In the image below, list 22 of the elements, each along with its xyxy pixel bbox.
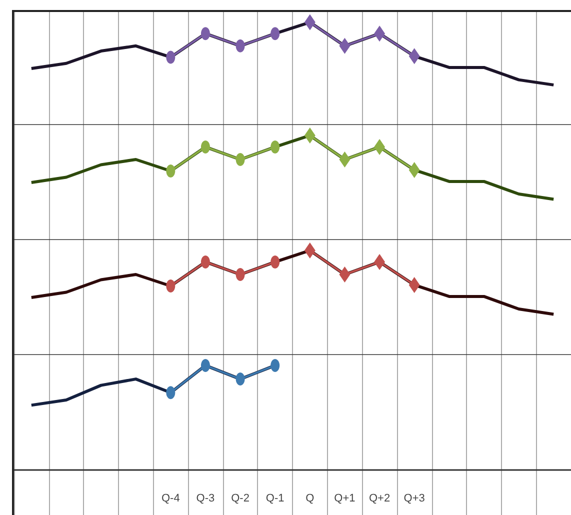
- point: [236, 39, 245, 52]
- x-tick-label: Q-2: [231, 492, 250, 504]
- x-tick-label: Q-1: [266, 492, 284, 504]
- point: [166, 164, 176, 178]
- x-tick-label: Q+1: [334, 492, 356, 504]
- x-tick-label: Q-4: [161, 492, 180, 504]
- point: [200, 140, 210, 154]
- point: [200, 27, 210, 40]
- point: [166, 280, 176, 292]
- point: [166, 50, 176, 64]
- x-tick-label: Q: [306, 492, 315, 504]
- point: [236, 268, 245, 281]
- point: [339, 152, 350, 168]
- point: [270, 27, 280, 40]
- point: [339, 266, 350, 282]
- point: [270, 140, 280, 154]
- point: [270, 255, 280, 268]
- x-tick-label: Q+2: [368, 492, 390, 504]
- x-tick-label: Q+3: [404, 492, 425, 504]
- x-tick-label: Q-3: [196, 492, 215, 504]
- point: [200, 255, 210, 268]
- point: [236, 153, 245, 166]
